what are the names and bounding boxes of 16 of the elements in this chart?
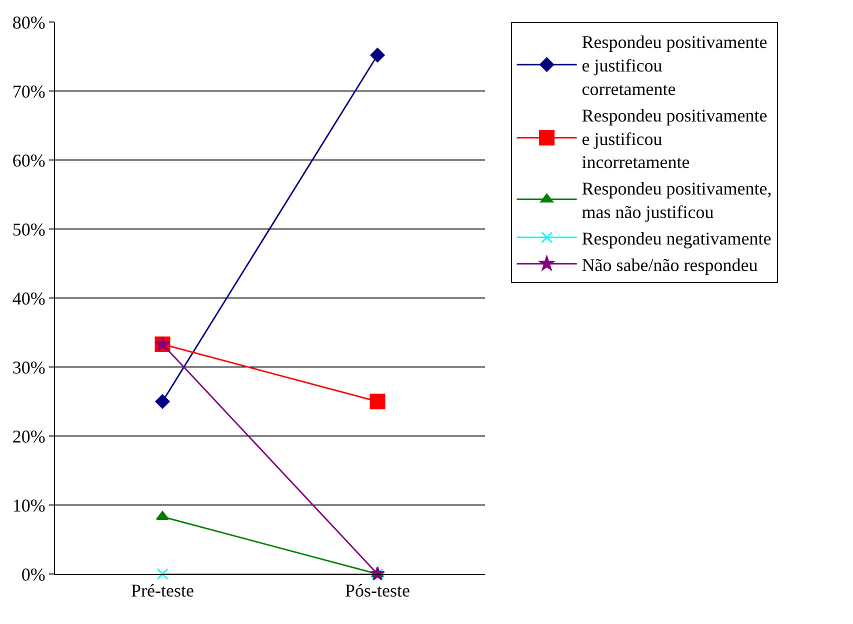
x-tick-label: Pré-teste — [131, 580, 194, 601]
y-tick-label: 0% — [21, 564, 46, 584]
y-tick-label: 60% — [12, 150, 46, 170]
y-tick-label: 40% — [12, 288, 46, 308]
y-tick-label: 80% — [12, 12, 46, 32]
y-tick-label: 10% — [12, 495, 46, 516]
x-tick-label: Pós-teste — [345, 580, 410, 601]
legend-label: Não sabe/não respondeu — [582, 254, 758, 275]
y-tick-label: 70% — [12, 81, 46, 102]
legend-label: Respondeu negativamente — [582, 228, 772, 248]
y-tick-label: 50% — [12, 219, 46, 240]
y-tick-label: 30% — [12, 357, 46, 378]
y-tick-label: 20% — [12, 426, 46, 446]
legend-label: Respondeu positivamente e justificou incorretamente — [582, 105, 768, 172]
legend-label: Respondeu positivamente e justificou corretamente — [582, 32, 768, 100]
legend-label: Respondeu positivamente, mas não justificou — [582, 178, 772, 222]
